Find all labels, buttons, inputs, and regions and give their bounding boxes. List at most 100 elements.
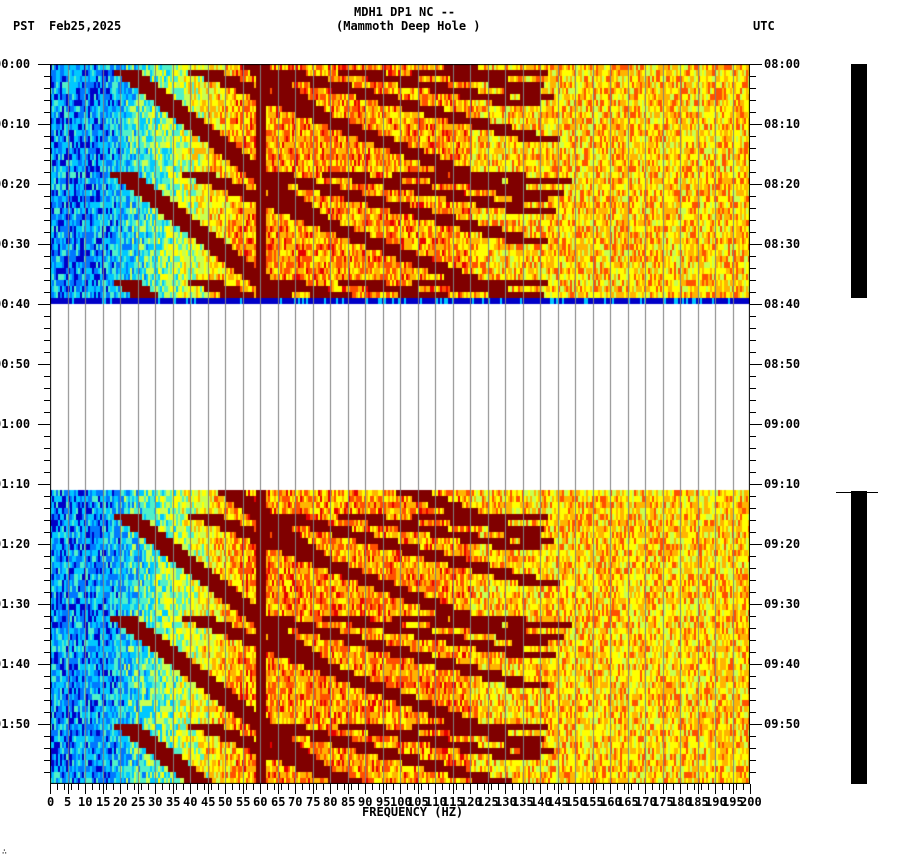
station-title: MDH1 DP1 NC -- [354,5,456,19]
y-tick-right [750,556,756,557]
y-tick-left [44,88,50,89]
x-tick [561,784,562,790]
x-tick [624,784,625,790]
y-tick-right [750,676,756,677]
y-tick-right [750,292,756,293]
x-tick [596,784,597,790]
x-tick [666,784,667,790]
y-tick-right [750,304,762,305]
x-tick [617,784,618,790]
y-tick-label-right: 08:20 [764,177,801,191]
x-tick-label: 25 [131,795,146,809]
x-tick [173,784,174,794]
y-tick-right [750,568,756,569]
y-tick-right [750,664,762,665]
y-tick-left [38,124,50,125]
y-tick-right [750,256,756,257]
y-tick-left [44,112,50,113]
x-tick [673,784,674,790]
y-tick-right [750,268,756,269]
x-tick [323,784,324,790]
y-tick-label-left: 01:10 [0,477,31,491]
x-tick [71,784,72,790]
y-tick-right [750,712,756,713]
y-tick-right [750,364,762,365]
y-tick-left [44,652,50,653]
y-tick-left [38,604,50,605]
x-tick [78,784,79,790]
y-tick-label-right: 08:30 [764,237,801,251]
x-tick-label: 145 [547,795,569,809]
y-tick-left [44,400,50,401]
y-tick-left [44,436,50,437]
x-tick [183,784,184,790]
x-tick-label: 125 [477,795,499,809]
y-tick-label-left: 01:30 [0,597,31,611]
x-axis-label: FREQUENCY (HZ) [362,805,464,819]
x-tick [50,784,51,794]
y-tick-right [750,88,756,89]
y-tick-left [44,760,50,761]
x-tick [141,784,142,790]
y-tick-label-left: 01:20 [0,537,31,551]
x-tick [638,784,639,790]
x-tick [449,784,450,790]
y-tick-label-right: 08:40 [764,297,801,311]
y-tick-label-right: 08:00 [764,57,801,71]
y-tick-left [44,316,50,317]
y-tick-left [38,424,50,425]
x-tick [57,784,58,790]
y-tick-left [44,136,50,137]
x-tick [428,784,429,790]
spectrogram-canvas [50,64,750,784]
x-tick [162,784,163,790]
x-tick [628,784,629,794]
y-tick-left [38,544,50,545]
y-tick-left [44,232,50,233]
y-tick-left [44,280,50,281]
x-tick-label: 65 [271,795,286,809]
x-tick [659,784,660,790]
x-tick [274,784,275,790]
x-tick [589,784,590,790]
y-tick-left [44,328,50,329]
x-tick [456,784,457,790]
x-tick [344,784,345,790]
y-tick-right [750,520,756,521]
x-tick [645,784,646,794]
y-tick-label-left: 00:00 [0,57,31,71]
y-tick-left [44,580,50,581]
x-tick [278,784,279,794]
x-tick [337,784,338,790]
x-tick [729,784,730,790]
x-tick [393,784,394,790]
x-tick [701,784,702,790]
x-tick [568,784,569,790]
y-tick-left [44,460,50,461]
x-tick [558,784,559,794]
y-tick-label-left: 01:00 [0,417,31,431]
x-tick-label: 90 [358,795,373,809]
x-tick-label: 140 [530,795,552,809]
y-tick-left [44,568,50,569]
y-tick-label-left: 00:30 [0,237,31,251]
x-tick [414,784,415,790]
x-tick [400,784,401,794]
y-tick-right [750,496,756,497]
x-tick-label: 60 [253,795,268,809]
x-tick [722,784,723,790]
y-tick-label-right: 09:00 [764,417,801,431]
y-tick-label-right: 09:50 [764,717,801,731]
x-tick [281,784,282,790]
y-tick-label-right: 09:30 [764,597,801,611]
y-tick-right [750,760,756,761]
x-tick-label: 195 [722,795,744,809]
y-tick-label-left: 00:20 [0,177,31,191]
x-tick-label: 185 [687,795,709,809]
x-tick [260,784,261,794]
left-timezone-label: PST [13,19,35,33]
y-tick-left [44,628,50,629]
y-tick-right [750,172,756,173]
trace-segment-1 [851,64,867,298]
x-tick-label: 0 [47,795,55,809]
